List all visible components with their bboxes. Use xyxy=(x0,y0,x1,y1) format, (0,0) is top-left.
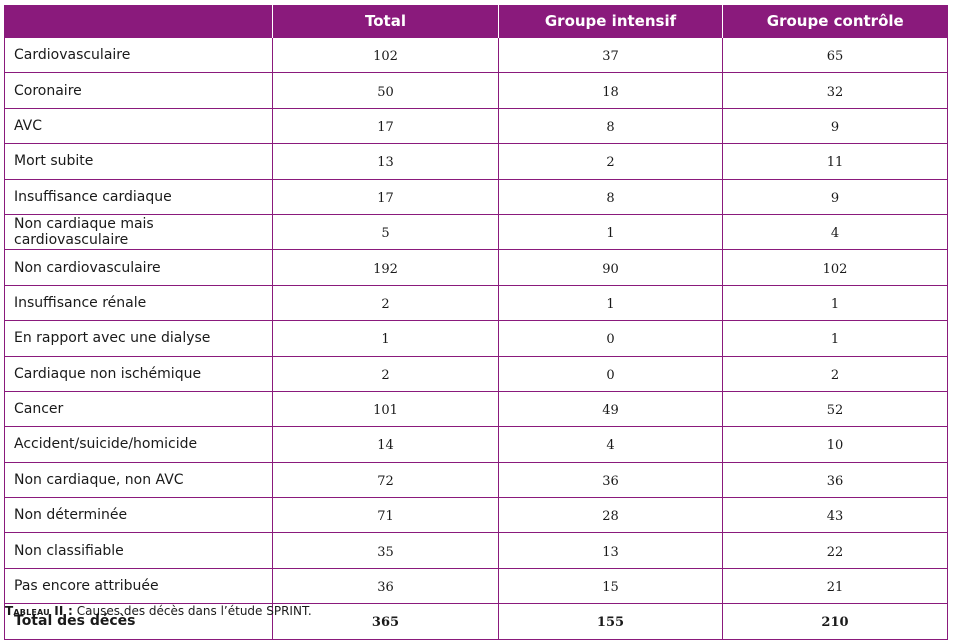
table-row: Pas encore attribuée 36 15 21 xyxy=(4,567,948,605)
table-row: Non cardiaque, non AVC 72 36 36 xyxy=(4,461,948,499)
table-row: Cardiovasculaire 102 37 65 xyxy=(4,36,948,74)
table-row: Non déterminée 71 28 43 xyxy=(4,497,948,534)
row-label: Non cardiaque mais cardiovasculaire xyxy=(4,213,273,251)
table-row: Coronaire 50 18 32 xyxy=(4,72,948,109)
table-row: Mort subite 13 2 11 xyxy=(4,143,948,180)
row-label: Cardiovasculaire xyxy=(4,36,273,74)
cell-total: 2 xyxy=(272,355,499,392)
cell-total: 72 xyxy=(272,461,499,499)
cell-groupe-controle: 9 xyxy=(722,178,948,215)
table-row: Non cardiaque mais cardiovasculaire 5 1 4 xyxy=(4,213,948,251)
cell-total: 13 xyxy=(272,143,499,180)
row-label: Non déterminée xyxy=(4,497,273,534)
row-label: Accident/suicide/homicide xyxy=(4,426,273,463)
cell-total: 14 xyxy=(272,426,499,463)
cell-groupe-controle: 43 xyxy=(722,497,948,534)
row-label: Insuffisance cardiaque xyxy=(4,178,273,215)
cell-groupe-controle: 21 xyxy=(722,567,948,605)
caption-text: Causes des décès dans l’étude SPRINT. xyxy=(72,604,312,618)
cell-groupe-controle: 2 xyxy=(722,355,948,392)
cell-groupe-controle: 210 xyxy=(722,603,948,640)
row-label: Coronaire xyxy=(4,72,273,109)
cell-groupe-controle: 52 xyxy=(722,390,948,428)
cell-total: 192 xyxy=(272,249,499,286)
cell-groupe-intensif: 1 xyxy=(498,213,723,251)
row-label: Cardiaque non ischémique xyxy=(4,355,273,392)
cell-total: 17 xyxy=(272,178,499,215)
cell-total: 102 xyxy=(272,36,499,74)
table-row: Insuffisance rénale 2 1 1 xyxy=(4,284,948,322)
row-label: AVC xyxy=(4,107,273,145)
table-caption: Tableau II : Causes des décès dans l’étu… xyxy=(5,604,312,618)
cell-groupe-intensif: 49 xyxy=(498,390,723,428)
cell-groupe-controle: 65 xyxy=(722,36,948,74)
cell-groupe-intensif: 1 xyxy=(498,284,723,322)
cell-groupe-intensif: 8 xyxy=(498,107,723,145)
row-label: Pas encore attribuée xyxy=(4,567,273,605)
table-row: En rapport avec une dialyse 1 0 1 xyxy=(4,320,948,357)
header-groupe-intensif: Groupe intensif xyxy=(498,5,723,38)
row-label: En rapport avec une dialyse xyxy=(4,320,273,357)
cell-total: 2 xyxy=(272,284,499,322)
cell-groupe-intensif: 36 xyxy=(498,461,723,499)
caption-label: Tableau II : xyxy=(5,604,73,618)
cell-groupe-intensif: 155 xyxy=(498,603,723,640)
cell-total: 1 xyxy=(272,320,499,357)
header-total: Total xyxy=(272,5,499,38)
cell-groupe-intensif: 28 xyxy=(498,497,723,534)
table-row: Cardiaque non ischémique 2 0 2 xyxy=(4,355,948,392)
cell-groupe-intensif: 4 xyxy=(498,426,723,463)
table-row: AVC 17 8 9 xyxy=(4,107,948,145)
cell-groupe-controle: 102 xyxy=(722,249,948,286)
cell-groupe-intensif: 0 xyxy=(498,320,723,357)
header-cause xyxy=(4,5,273,38)
table-row: Non cardiovasculaire 192 90 102 xyxy=(4,249,948,286)
cell-groupe-intensif: 8 xyxy=(498,178,723,215)
cell-total: 35 xyxy=(272,532,499,569)
cell-total: 36 xyxy=(272,567,499,605)
table-header-row: Total Groupe intensif Groupe contrôle xyxy=(4,5,948,38)
row-label: Insuffisance rénale xyxy=(4,284,273,322)
cell-groupe-intensif: 2 xyxy=(498,143,723,180)
table-row: Cancer 101 49 52 xyxy=(4,390,948,428)
table-row: Insuffisance cardiaque 17 8 9 xyxy=(4,178,948,215)
cell-groupe-controle: 9 xyxy=(722,107,948,145)
cell-groupe-intensif: 0 xyxy=(498,355,723,392)
deaths-table-container: Total Groupe intensif Groupe contrôle Ca… xyxy=(4,5,948,640)
cell-groupe-controle: 1 xyxy=(722,320,948,357)
row-label: Non cardiaque, non AVC xyxy=(4,461,273,499)
cell-total: 17 xyxy=(272,107,499,145)
row-label: Non cardiovasculaire xyxy=(4,249,273,286)
cell-total: 71 xyxy=(272,497,499,534)
cell-groupe-intensif: 13 xyxy=(498,532,723,569)
header-groupe-controle: Groupe contrôle xyxy=(722,5,948,38)
cell-groupe-intensif: 37 xyxy=(498,36,723,74)
table-row: Non classifiable 35 13 22 xyxy=(4,532,948,569)
cell-groupe-controle: 1 xyxy=(722,284,948,322)
cell-groupe-controle: 11 xyxy=(722,143,948,180)
cell-groupe-controle: 22 xyxy=(722,532,948,569)
cell-groupe-controle: 36 xyxy=(722,461,948,499)
row-label: Mort subite xyxy=(4,143,273,180)
cell-groupe-intensif: 15 xyxy=(498,567,723,605)
cell-groupe-controle: 4 xyxy=(722,213,948,251)
cell-groupe-intensif: 18 xyxy=(498,72,723,109)
table-row: Accident/suicide/homicide 14 4 10 xyxy=(4,426,948,463)
deaths-causes-table: Total Groupe intensif Groupe contrôle Ca… xyxy=(4,5,948,640)
cell-groupe-controle: 32 xyxy=(722,72,948,109)
row-label: Non classifiable xyxy=(4,532,273,569)
cell-groupe-controle: 10 xyxy=(722,426,948,463)
cell-total: 50 xyxy=(272,72,499,109)
cell-total: 101 xyxy=(272,390,499,428)
cell-groupe-intensif: 90 xyxy=(498,249,723,286)
row-label: Cancer xyxy=(4,390,273,428)
cell-total: 5 xyxy=(272,213,499,251)
